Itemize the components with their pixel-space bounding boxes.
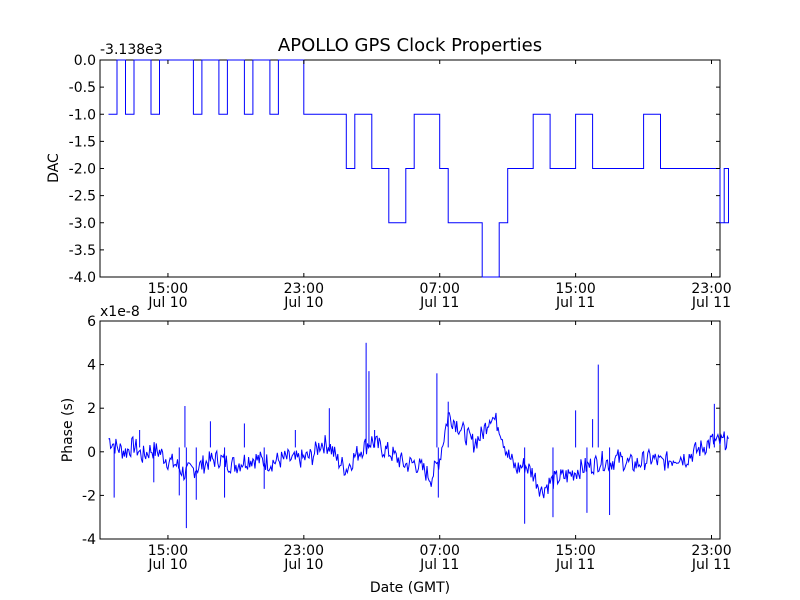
dac-series-line (108, 59, 729, 278)
dac-x-tick-date: Jul 11 (555, 295, 595, 311)
phase-y-tick-label: 2 (87, 401, 96, 417)
dac-y-tick-label: -3.5 (69, 243, 96, 259)
dac-y-tick-label: 0.0 (74, 53, 96, 69)
phase-series-line (108, 412, 729, 499)
phase-y-tick-label: 4 (87, 358, 96, 374)
phase-x-tick-time: 15:00 (555, 543, 595, 559)
phase-y-ticks: 6 4 2 0 -2 -4 (82, 314, 720, 548)
phase-axes (99, 320, 721, 540)
phase-x-tick-time: 15:00 (148, 543, 188, 559)
dac-x-tick-time: 15:00 (555, 281, 595, 297)
dac-panel: -3.138e3 0.0 -0.5 -1.0 -1.5 -2.0 -2.5 -3.0 -3.5… (46, 42, 732, 311)
dac-y-tick-label: -4.0 (69, 270, 96, 286)
dac-x-tick-date: Jul 10 (147, 295, 187, 311)
phase-y-tick-label: 6 (87, 314, 96, 330)
dac-y-tick-label: -1.0 (69, 107, 96, 123)
dac-x-tick-time: 15:00 (148, 281, 188, 297)
phase-x-tick-date: Jul 10 (147, 557, 187, 573)
dac-y-axis-label: DAC (46, 153, 62, 183)
phase-y-tick-label: 0 (87, 445, 96, 461)
phase-x-tick-date: Jul 11 (555, 557, 595, 573)
dac-y-ticks: 0.0 -0.5 -1.0 -1.5 -2.0 -2.5 -3.0 -3.5 -4.0 (69, 53, 720, 286)
x-axis-label: Date (GMT) (370, 580, 450, 596)
dac-x-tick-date: Jul 11 (419, 295, 459, 311)
dac-y-tick-label: -3.0 (69, 216, 96, 232)
phase-x-tick-date: Jul 10 (283, 557, 323, 573)
phase-x-tick-date: Jul 11 (691, 557, 731, 573)
dac-x-tick-date: Jul 11 (691, 295, 731, 311)
dac-x-tick-date: Jul 10 (283, 295, 323, 311)
phase-spikes (113, 342, 715, 529)
phase-y-tick-label: -4 (82, 532, 96, 548)
dac-y-tick-label: -2.0 (69, 162, 96, 178)
dac-x-tick-time: 23:00 (691, 281, 731, 297)
dac-y-tick-label: -0.5 (69, 80, 96, 96)
phase-y-tick-label: -2 (82, 488, 96, 504)
dac-y-tick-label: -2.5 (69, 189, 96, 205)
dac-x-tick-time: 23:00 (284, 281, 324, 297)
phase-offset-label: x1e-8 (100, 304, 140, 320)
phase-x-tick-time: 23:00 (691, 543, 731, 559)
phase-y-axis-label: Phase (s) (60, 398, 76, 462)
phase-x-tick-time: 07:00 (420, 543, 460, 559)
chart-title: APOLLO GPS Clock Properties (278, 35, 542, 56)
phase-x-tick-time: 23:00 (284, 543, 324, 559)
phase-x-tick-date: Jul 11 (419, 557, 459, 573)
dac-y-tick-label: -1.5 (69, 134, 96, 150)
phase-axes-frame (99, 320, 721, 540)
dac-offset-label: -3.138e3 (100, 42, 163, 58)
dac-x-tick-time: 07:00 (420, 281, 460, 297)
